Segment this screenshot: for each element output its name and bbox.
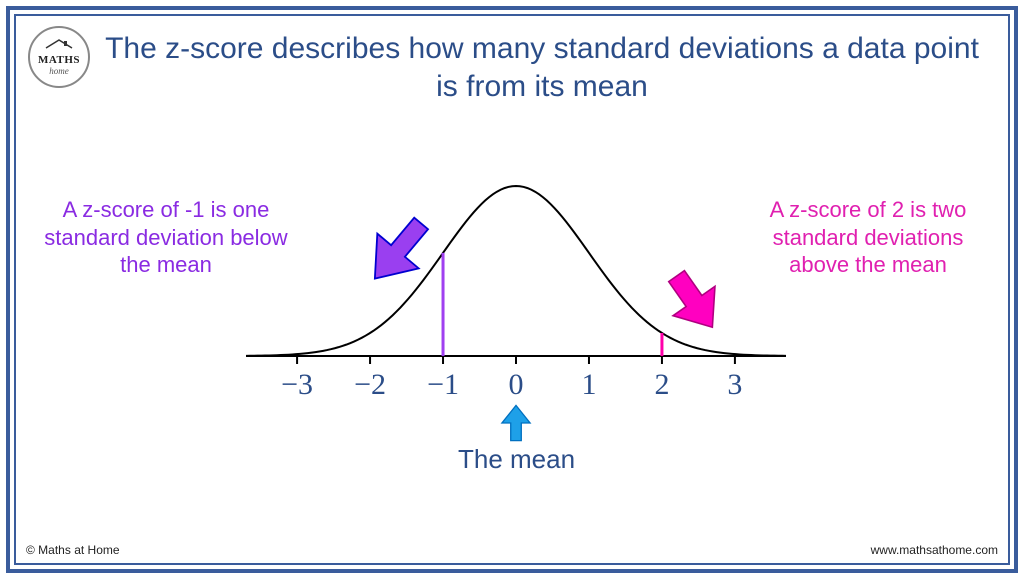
arrow-left-icon: [353, 206, 443, 296]
footer-url: www.mathsathome.com: [871, 543, 998, 557]
axis-tick-label: 3: [727, 368, 742, 401]
arrow-mean-icon: [494, 401, 538, 445]
copyright-text: © Maths at Home: [26, 543, 120, 557]
mean-label: The mean: [458, 444, 575, 475]
axis-tick-label: −3: [281, 368, 313, 401]
axis-ticks: −3 −2 −1 0 1 2 3: [281, 356, 742, 401]
logo-roof-icon: [44, 38, 74, 54]
inner-border: MATHS home The z-score describes how man…: [14, 14, 1010, 565]
axis-tick-label: −2: [354, 368, 386, 401]
logo-text-sub: home: [49, 66, 69, 76]
axis-tick-label: 1: [581, 368, 596, 401]
outer-border: MATHS home The z-score describes how man…: [6, 6, 1018, 573]
arrow-right-icon: [654, 261, 734, 341]
logo-text-main: MATHS: [38, 54, 80, 66]
axis-tick-label: 0: [509, 368, 524, 401]
chart-area: A z-score of -1 is one standard deviatio…: [36, 136, 988, 523]
axis-tick-label: −1: [427, 368, 459, 401]
page-title: The z-score describes how many standard …: [96, 30, 988, 105]
logo: MATHS home: [28, 26, 90, 88]
axis-tick-label: 2: [654, 368, 669, 401]
